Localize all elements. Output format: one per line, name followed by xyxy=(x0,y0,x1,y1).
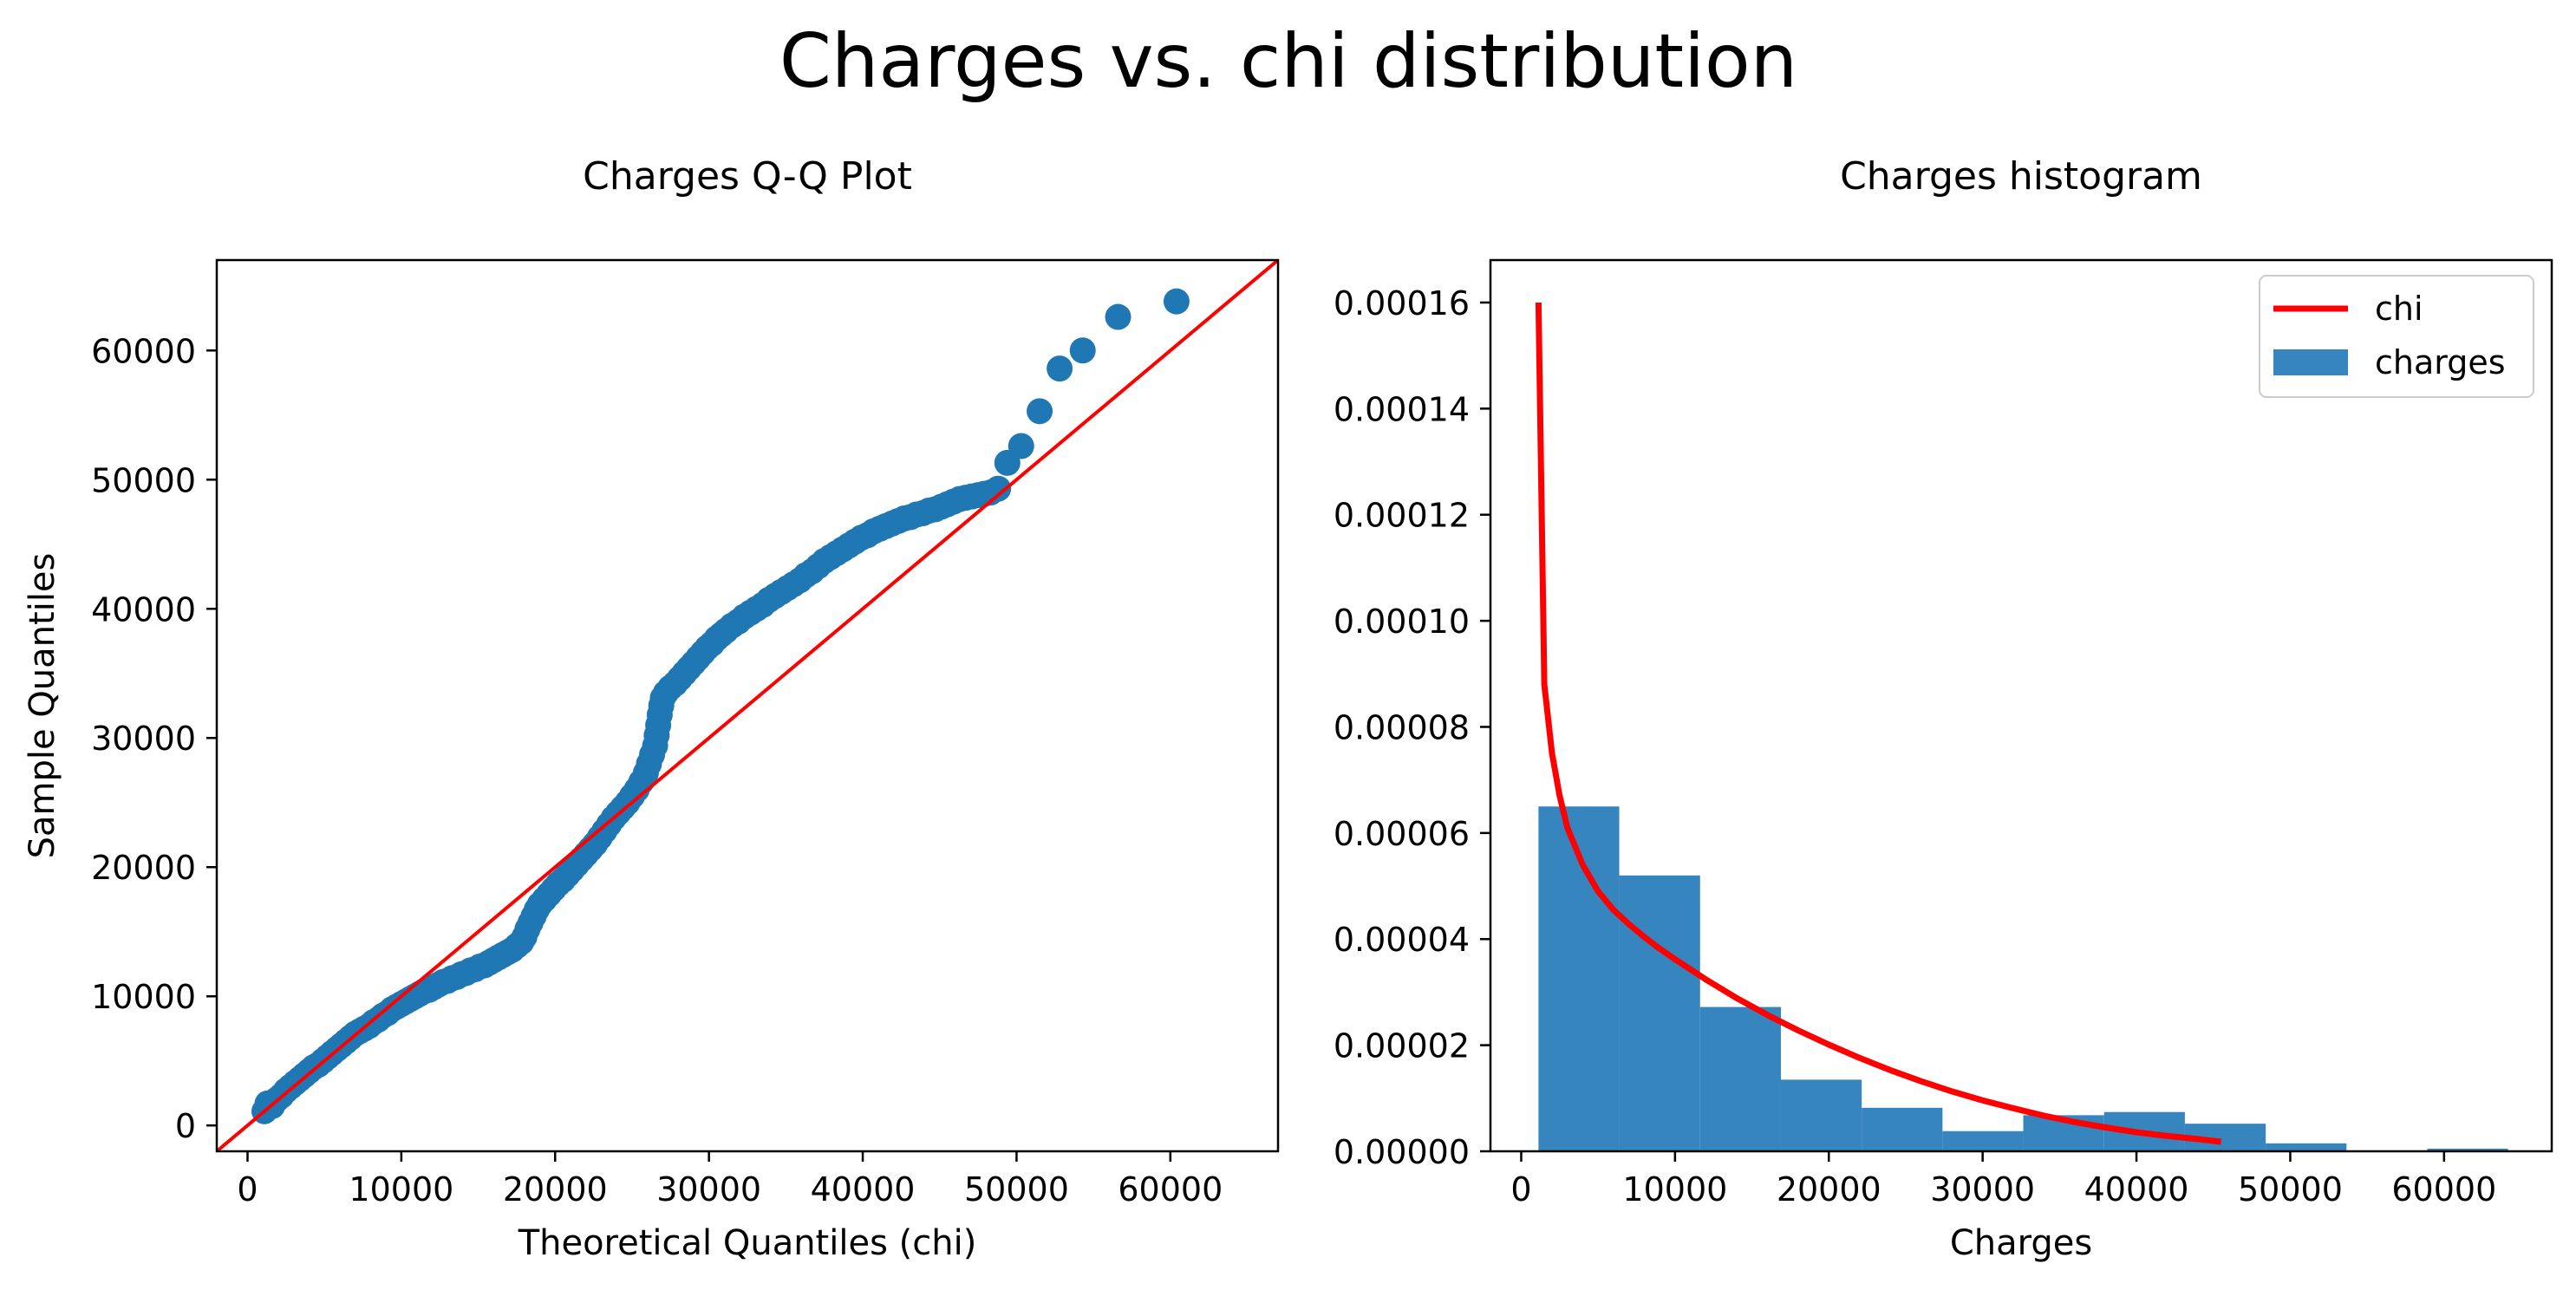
figure-suptitle: Charges vs. chi distribution xyxy=(779,18,1797,105)
chi-density-curve xyxy=(1535,302,2222,1145)
legend-charges-label: charges xyxy=(2375,343,2506,381)
qq-marks xyxy=(217,260,1278,1151)
hist-x-tick-label: 60000 xyxy=(2391,1170,2496,1209)
histogram-bar xyxy=(2427,1148,2508,1151)
qq-plot-frame xyxy=(215,258,1280,1153)
histogram-legend: chi charges xyxy=(2259,275,2534,398)
qq-y-tick-label: 50000 xyxy=(91,461,196,499)
hist-y-tick-label: 0.00016 xyxy=(1334,284,1470,322)
qq-sample-point xyxy=(1105,303,1131,330)
qq-x-tick-label: 30000 xyxy=(656,1170,761,1209)
histogram-bar xyxy=(1538,806,1620,1151)
hist-y-tick-label: 0.00014 xyxy=(1334,390,1470,428)
hist-x-tick-label: 30000 xyxy=(1930,1170,2035,1209)
histogram-frame xyxy=(1489,258,2553,1153)
histogram-x-axis-label: Charges xyxy=(1950,1223,2092,1263)
qq-sample-point xyxy=(1069,337,1096,364)
qq-x-tick-label: 50000 xyxy=(964,1170,1069,1209)
histogram-marks xyxy=(1535,302,2508,1151)
qq-y-axis-label: Sample Quantiles xyxy=(23,553,62,859)
qq-y-tick-label: 0 xyxy=(175,1107,196,1145)
qq-x-axis-label: Theoretical Quantiles (chi) xyxy=(518,1223,977,1263)
histogram-panel: Charges histogram 0 10000 20000 30000 40000 5… xyxy=(1334,154,2553,1263)
qq-x-tick-label: 20000 xyxy=(503,1170,608,1209)
histogram-bar xyxy=(1942,1130,2024,1151)
qq-y-tick-label: 40000 xyxy=(91,590,196,629)
hist-y-tick-label: 0.00006 xyxy=(1334,815,1470,853)
histogram-bar xyxy=(1699,1007,1781,1151)
qq-y-tick-label: 10000 xyxy=(91,978,196,1016)
legend-charges-swatch xyxy=(2273,349,2348,375)
qq-y-axis-ticks: 0 10000 20000 30000 40000 50000 60000 xyxy=(91,332,217,1145)
qq-x-tick-label: 40000 xyxy=(811,1170,916,1209)
hist-y-tick-label: 0.00010 xyxy=(1334,603,1470,641)
qq-plot-title: Charges Q-Q Plot xyxy=(583,154,912,199)
hist-x-tick-label: 10000 xyxy=(1622,1170,1727,1209)
legend-chi-label: chi xyxy=(2375,290,2423,328)
hist-y-tick-label: 0.00000 xyxy=(1334,1133,1470,1171)
hist-y-tick-label: 0.00012 xyxy=(1334,497,1470,535)
qq-plot-panel: Charges Q-Q Plot 0 10000 20000 30000 40000 50… xyxy=(23,154,1280,1263)
histogram-y-axis-ticks: 0.00000 0.00002 0.00004 0.00006 0.00008 0.000… xyxy=(1334,284,1490,1171)
qq-x-tick-label: 10000 xyxy=(349,1170,453,1209)
qq-sample-point xyxy=(1027,398,1053,425)
qq-sample-point xyxy=(1008,433,1034,459)
histogram-bar xyxy=(1619,875,1700,1151)
histogram-x-axis-ticks: 0 10000 20000 30000 40000 50000 60000 xyxy=(1510,1151,2496,1209)
histogram-bar xyxy=(1862,1107,1943,1151)
hist-x-tick-label: 50000 xyxy=(2238,1170,2343,1209)
hist-x-tick-label: 20000 xyxy=(1777,1170,1881,1209)
qq-sample-point xyxy=(1163,288,1190,315)
hist-y-tick-label: 0.00008 xyxy=(1334,708,1470,746)
hist-y-tick-label: 0.00004 xyxy=(1334,921,1470,959)
hist-y-tick-label: 0.00002 xyxy=(1334,1027,1470,1065)
histogram-title: Charges histogram xyxy=(1840,154,2202,199)
qq-x-axis-ticks: 0 10000 20000 30000 40000 50000 60000 xyxy=(237,1151,1223,1209)
qq-x-tick-label: 0 xyxy=(237,1170,258,1209)
qq-x-tick-label: 60000 xyxy=(1118,1170,1223,1209)
qq-y-tick-label: 30000 xyxy=(91,720,196,758)
histogram-bar xyxy=(2266,1143,2347,1151)
qq-y-tick-label: 20000 xyxy=(91,849,196,887)
qq-sample-point xyxy=(1047,355,1073,382)
hist-x-tick-label: 40000 xyxy=(2084,1170,2189,1209)
hist-x-tick-label: 0 xyxy=(1510,1170,1531,1209)
qq-y-tick-label: 60000 xyxy=(91,332,196,370)
qq-sample-point xyxy=(985,475,1012,502)
histogram-bar xyxy=(1780,1079,1862,1151)
qq-reference-line xyxy=(217,260,1278,1151)
